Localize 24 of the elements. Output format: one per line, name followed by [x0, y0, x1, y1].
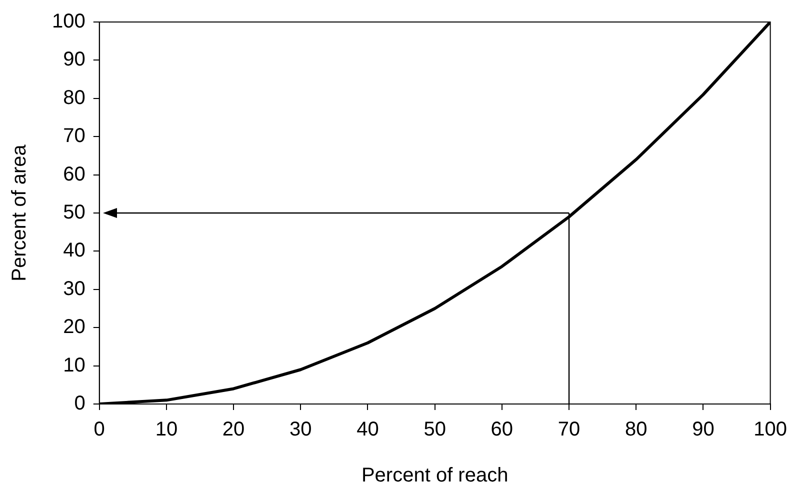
y-tick-label: 80	[63, 86, 86, 109]
y-axis-title: Percent of area	[8, 144, 31, 282]
x-tick-label: 70	[558, 418, 580, 441]
y-tick-label: 40	[63, 240, 86, 262]
y-tick-label: 10	[63, 354, 86, 376]
x-tick-label: 40	[356, 418, 379, 441]
x-tick-label: 100	[754, 418, 788, 441]
y-tick-label: 70	[63, 125, 86, 148]
x-tick-label: 50	[424, 418, 446, 441]
x-tick-label: 10	[155, 418, 178, 441]
y-tick-label: 100	[52, 10, 86, 33]
y-tick-label: 90	[63, 48, 86, 71]
x-tick-label: 60	[490, 418, 514, 441]
x-tick-label: 30	[290, 418, 312, 441]
x-axis-title: Percent of reach	[361, 464, 508, 487]
x-tick-label: 80	[625, 418, 648, 441]
x-tick-label: 90	[692, 418, 714, 441]
x-tick-label: 0	[94, 418, 105, 441]
x-tick-label: 20	[222, 418, 245, 441]
y-tick-label: 50	[63, 202, 86, 224]
y-tick-label: 0	[74, 392, 86, 415]
y-tick-label: 30	[63, 278, 86, 300]
y-tick-label: 20	[63, 316, 86, 338]
y-tick-label: 60	[63, 163, 86, 186]
